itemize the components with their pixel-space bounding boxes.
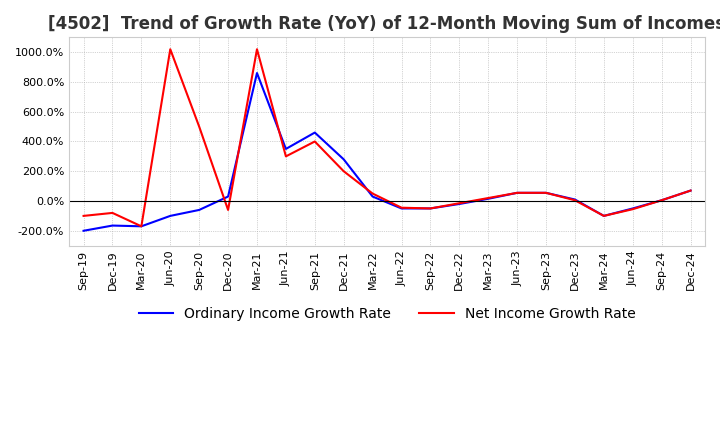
Net Income Growth Rate bbox=[686, 188, 695, 193]
Ordinary Income Growth Rate bbox=[513, 190, 521, 195]
Net Income Growth Rate bbox=[108, 210, 117, 216]
Line: Net Income Growth Rate: Net Income Growth Rate bbox=[84, 49, 690, 226]
Ordinary Income Growth Rate bbox=[282, 146, 290, 151]
Ordinary Income Growth Rate bbox=[195, 207, 204, 213]
Ordinary Income Growth Rate bbox=[79, 228, 88, 233]
Net Income Growth Rate bbox=[282, 154, 290, 159]
Ordinary Income Growth Rate bbox=[541, 190, 550, 195]
Net Income Growth Rate bbox=[166, 47, 174, 52]
Ordinary Income Growth Rate bbox=[629, 206, 637, 211]
Net Income Growth Rate bbox=[629, 206, 637, 212]
Net Income Growth Rate bbox=[195, 124, 204, 129]
Ordinary Income Growth Rate bbox=[397, 206, 406, 211]
Ordinary Income Growth Rate bbox=[310, 130, 319, 135]
Net Income Growth Rate bbox=[224, 207, 233, 213]
Net Income Growth Rate bbox=[571, 198, 580, 203]
Title: [4502]  Trend of Growth Rate (YoY) of 12-Month Moving Sum of Incomes: [4502] Trend of Growth Rate (YoY) of 12-… bbox=[48, 15, 720, 33]
Ordinary Income Growth Rate bbox=[137, 224, 145, 229]
Ordinary Income Growth Rate bbox=[657, 198, 666, 203]
Net Income Growth Rate bbox=[455, 201, 464, 206]
Legend: Ordinary Income Growth Rate, Net Income Growth Rate: Ordinary Income Growth Rate, Net Income … bbox=[133, 301, 641, 326]
Net Income Growth Rate bbox=[541, 190, 550, 195]
Net Income Growth Rate bbox=[484, 195, 492, 201]
Ordinary Income Growth Rate bbox=[253, 70, 261, 76]
Net Income Growth Rate bbox=[253, 47, 261, 52]
Net Income Growth Rate bbox=[513, 190, 521, 195]
Net Income Growth Rate bbox=[369, 191, 377, 196]
Net Income Growth Rate bbox=[600, 213, 608, 219]
Ordinary Income Growth Rate bbox=[369, 194, 377, 199]
Net Income Growth Rate bbox=[310, 139, 319, 144]
Ordinary Income Growth Rate bbox=[571, 197, 580, 202]
Ordinary Income Growth Rate bbox=[108, 223, 117, 228]
Ordinary Income Growth Rate bbox=[484, 196, 492, 202]
Net Income Growth Rate bbox=[397, 205, 406, 210]
Ordinary Income Growth Rate bbox=[686, 188, 695, 193]
Net Income Growth Rate bbox=[657, 198, 666, 203]
Net Income Growth Rate bbox=[426, 206, 435, 211]
Net Income Growth Rate bbox=[137, 224, 145, 229]
Ordinary Income Growth Rate bbox=[426, 206, 435, 211]
Ordinary Income Growth Rate bbox=[455, 202, 464, 207]
Line: Ordinary Income Growth Rate: Ordinary Income Growth Rate bbox=[84, 73, 690, 231]
Ordinary Income Growth Rate bbox=[339, 157, 348, 162]
Ordinary Income Growth Rate bbox=[166, 213, 174, 219]
Ordinary Income Growth Rate bbox=[600, 213, 608, 219]
Net Income Growth Rate bbox=[339, 169, 348, 174]
Ordinary Income Growth Rate bbox=[224, 194, 233, 199]
Net Income Growth Rate bbox=[79, 213, 88, 219]
